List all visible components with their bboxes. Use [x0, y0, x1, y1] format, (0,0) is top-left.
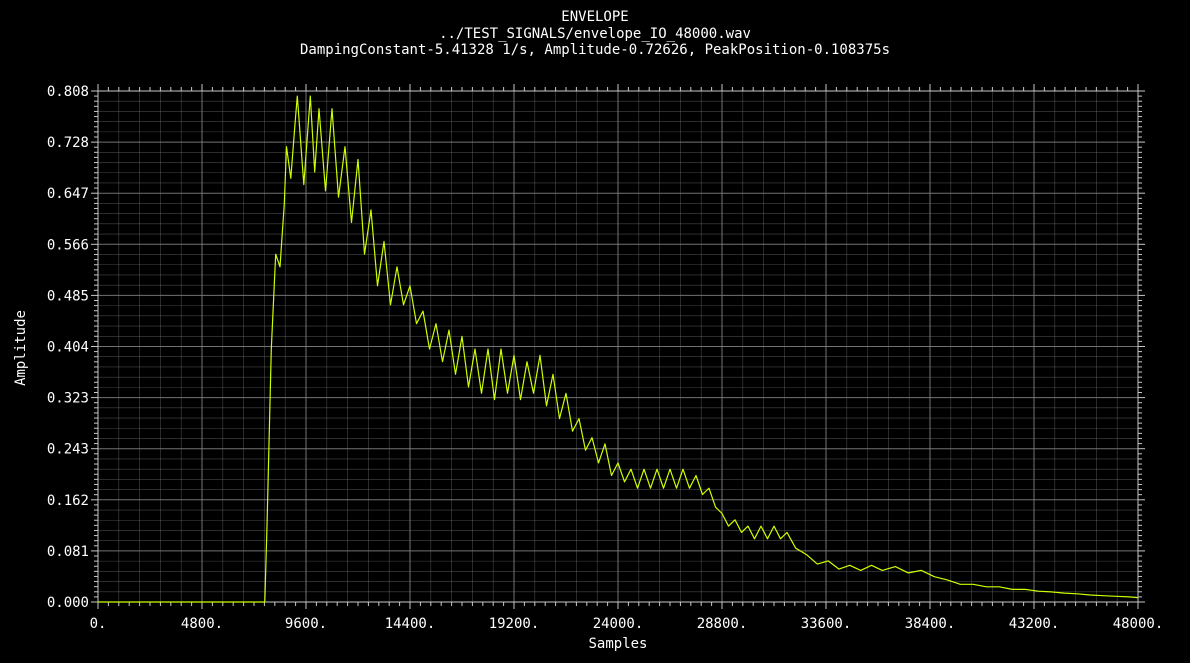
y-tick-label: 0.647 [47, 186, 89, 202]
x-axis-label: Samples [588, 636, 647, 652]
x-tick-label: 38400. [905, 616, 956, 632]
y-tick-label: 0.000 [47, 595, 89, 611]
envelope-series-line [98, 95, 1139, 603]
x-tick-label: 43200. [1009, 616, 1060, 632]
series-layer [98, 95, 1139, 603]
axes [91, 84, 1145, 609]
y-tick-label: 0.162 [47, 493, 89, 509]
y-tick-label: 0.566 [47, 237, 89, 253]
chart-subtitle: ../TEST_SIGNALS/envelope_IO_48000.wav [439, 26, 751, 42]
grid [98, 91, 1138, 602]
x-tick-label: 9600. [285, 616, 327, 632]
x-tick-label: 24000. [593, 616, 644, 632]
tick-labels: 0. 4800. 9600. 14400. 19200. 24000. 28800. 3360… [47, 84, 1163, 632]
y-tick-label: 0.323 [47, 391, 89, 407]
y-tick-label: 0.081 [47, 544, 89, 560]
chart-title: ENVELOPE [561, 9, 629, 25]
x-tick-label: 0. [90, 616, 107, 632]
x-tick-label: 4800. [181, 616, 223, 632]
y-tick-label: 0.485 [47, 288, 89, 304]
x-tick-label: 14400. [385, 616, 436, 632]
y-tick-label: 0.808 [47, 84, 89, 100]
x-tick-label: 48000. [1113, 616, 1164, 632]
x-tick-label: 28800. [697, 616, 748, 632]
y-tick-label: 0.243 [47, 442, 89, 458]
y-tick-label: 0.728 [47, 135, 89, 151]
chart-info: DampingConstant-5.41328 1/s, Amplitude-0… [299, 42, 890, 58]
x-tick-label: 19200. [489, 616, 540, 632]
x-tick-label: 33600. [801, 616, 852, 632]
y-tick-label: 0.404 [47, 340, 89, 356]
y-axis-label: Amplitude [13, 310, 29, 386]
